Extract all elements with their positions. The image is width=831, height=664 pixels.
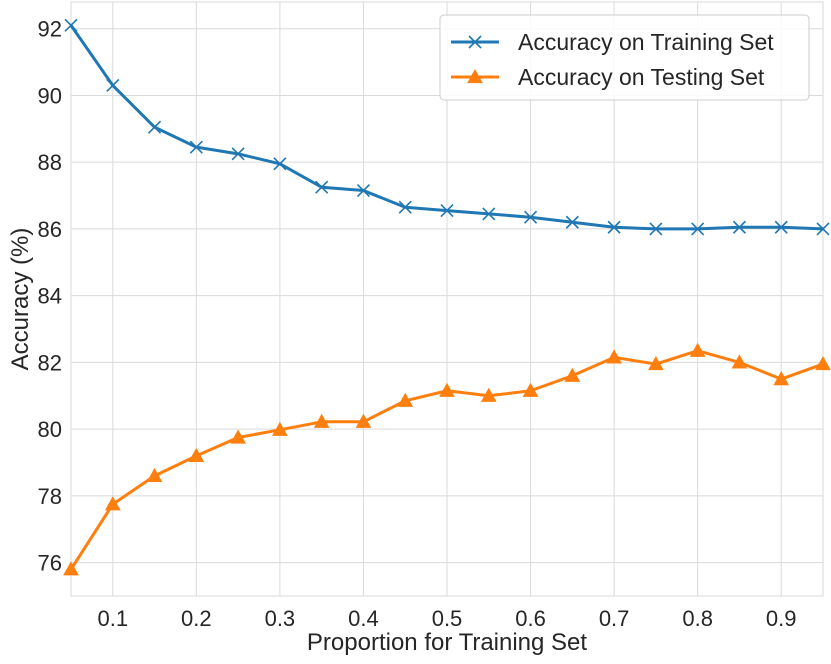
- y-tick-label: 76: [38, 551, 62, 576]
- y-tick-label: 92: [38, 17, 62, 42]
- data-point-testing: [689, 342, 706, 357]
- data-point-testing: [188, 447, 205, 462]
- data-point-training: [64, 18, 78, 32]
- data-point-training: [315, 180, 329, 194]
- data-point-testing: [439, 382, 455, 397]
- data-point-training: [231, 147, 245, 161]
- data-point-training: [732, 220, 747, 234]
- data-point-testing: [104, 496, 121, 511]
- x-tick-label: 0.3: [265, 606, 296, 631]
- x-tick-label: 0.9: [766, 606, 797, 631]
- legend-item-training: Accuracy on Training Set: [451, 29, 774, 55]
- x-tick-label: 0.1: [97, 606, 128, 631]
- series-group: [63, 18, 831, 576]
- data-point-training: [147, 120, 162, 134]
- data-point-training: [523, 210, 538, 224]
- data-point-testing: [230, 429, 246, 444]
- y-tick-label: 80: [38, 417, 62, 442]
- data-point-testing: [522, 382, 539, 397]
- data-point-testing: [564, 367, 581, 382]
- data-point-testing: [815, 356, 831, 371]
- x-tick-label: 0.4: [348, 606, 379, 631]
- data-point-training: [398, 200, 412, 214]
- x-tick-label: 0.7: [599, 606, 630, 631]
- data-point-testing: [731, 354, 748, 369]
- y-tick-label: 88: [38, 150, 62, 175]
- x-axis-label: Proportion for Training Set: [307, 629, 587, 656]
- x-tick-label: 0.5: [432, 606, 463, 631]
- data-point-testing: [355, 413, 372, 428]
- data-point-training: [356, 183, 371, 198]
- data-point-testing: [313, 413, 330, 428]
- data-point-testing: [146, 467, 163, 482]
- data-point-training: [482, 207, 496, 221]
- data-point-training: [189, 140, 203, 154]
- x-tick-label: 0.2: [181, 606, 212, 631]
- data-point-testing: [272, 421, 288, 436]
- data-point-testing: [773, 371, 790, 386]
- plot-frame: [70, 1, 824, 597]
- series-training: [64, 18, 830, 236]
- y-tick-label: 78: [38, 484, 62, 509]
- data-point-training: [649, 222, 663, 236]
- data-point-training: [106, 78, 120, 92]
- y-tick-label: 84: [38, 284, 62, 309]
- data-point-training: [607, 220, 621, 234]
- legend: Accuracy on Training Set Accuracy on Test…: [439, 14, 810, 101]
- legend-marker-testing: [467, 68, 483, 84]
- legend-label-training: Accuracy on Training Set: [518, 29, 774, 55]
- data-point-training: [691, 222, 705, 236]
- x-tick-labels: 0.1 0.2 0.3 0.4 0.5 0.6 0.7 0.8 0.9: [97, 606, 796, 631]
- legend-item-testing: Accuracy on Testing Set: [451, 64, 765, 90]
- legend-label-testing: Accuracy on Testing Set: [518, 64, 765, 90]
- x-tick-label: 0.6: [515, 606, 546, 631]
- data-point-training: [816, 222, 830, 236]
- series-testing: [63, 342, 831, 576]
- y-tick-label: 90: [38, 83, 62, 108]
- data-point-training: [440, 204, 454, 218]
- data-point-testing: [480, 387, 497, 402]
- data-point-training: [273, 157, 287, 171]
- data-point-testing: [606, 349, 622, 364]
- legend-box: [439, 14, 810, 101]
- data-point-training: [774, 220, 788, 234]
- legend-marker-training: [468, 35, 482, 49]
- y-tick-label: 86: [38, 217, 62, 242]
- data-point-testing: [63, 561, 79, 576]
- data-point-testing: [648, 356, 664, 371]
- data-point-testing: [397, 392, 414, 407]
- y-axis-label: Accuracy (%): [7, 228, 34, 371]
- y-tick-label: 82: [38, 350, 62, 375]
- data-point-training: [565, 215, 579, 229]
- y-tick-labels: 76 78 80 82 84 86 88 90 92: [38, 17, 62, 576]
- x-tick-label: 0.8: [682, 606, 713, 631]
